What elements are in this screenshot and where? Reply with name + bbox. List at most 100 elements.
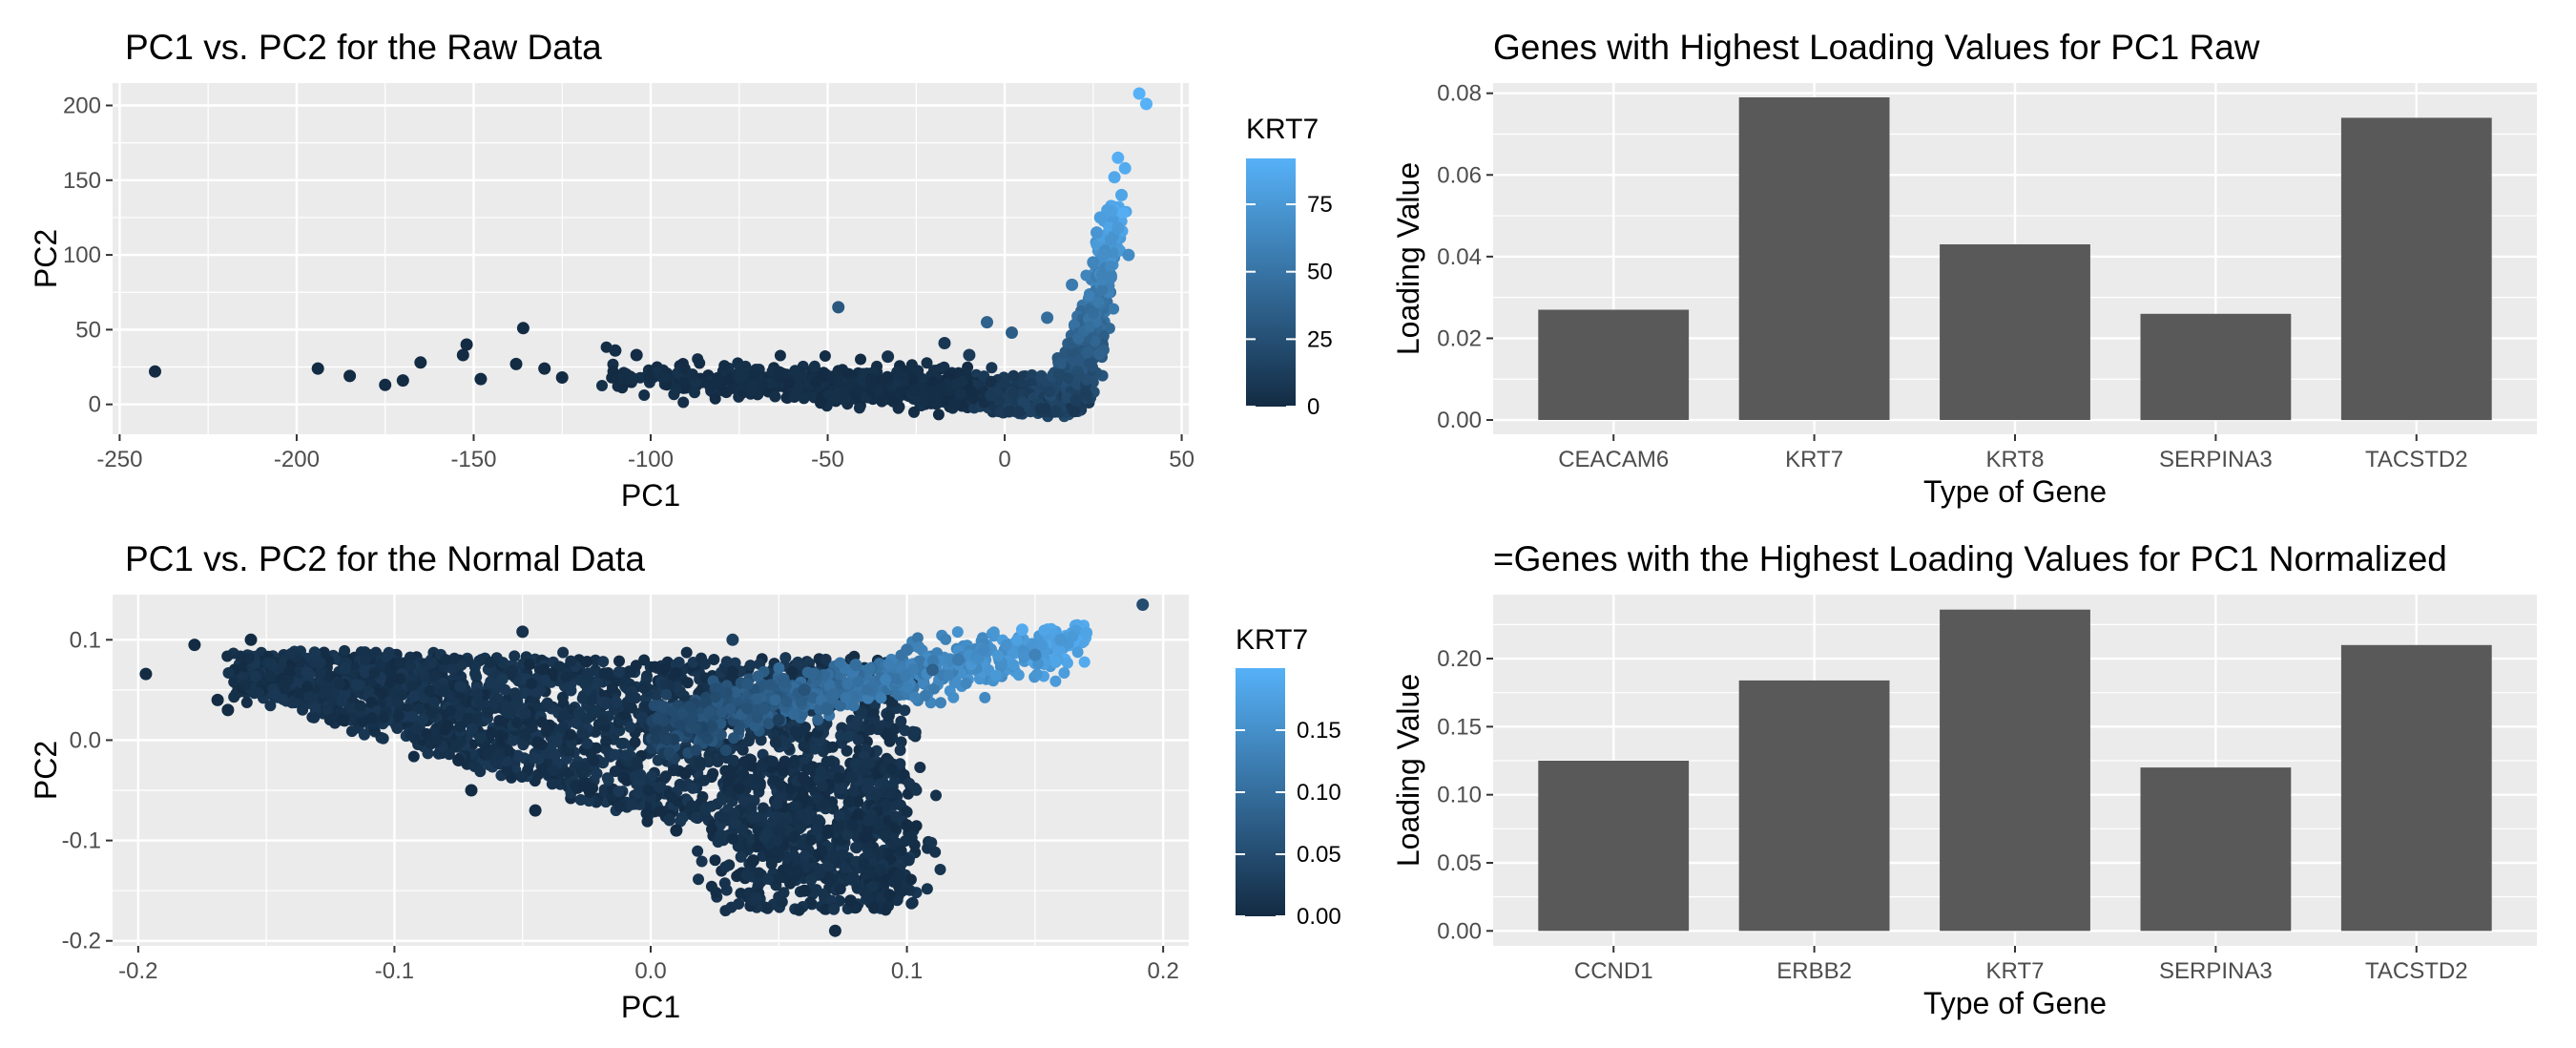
scatter-point: [581, 738, 593, 750]
scatter-point: [780, 696, 793, 708]
legend-title: KRT7: [1246, 114, 1319, 145]
scatter-point: [484, 656, 496, 668]
scatter-point: [734, 371, 745, 384]
scatter-point: [723, 373, 736, 386]
colorbar-tick-label: 0: [1307, 394, 1319, 420]
scatter-point: [354, 700, 366, 712]
scatter-point: [1108, 171, 1121, 184]
scatter-point: [819, 350, 831, 362]
scatter-point: [827, 688, 840, 701]
scatter-point: [883, 659, 895, 671]
scatter-point: [826, 741, 839, 753]
scatter-point: [698, 658, 711, 670]
y-tick-label: 50: [75, 317, 101, 343]
scatter-point: [856, 374, 868, 387]
y-tick-label: 0: [89, 392, 101, 418]
scatter-point: [516, 322, 530, 335]
scatter-point: [536, 716, 549, 728]
x-axis-title: Type of Gene: [1923, 474, 2107, 509]
scatter-point: [613, 786, 625, 798]
scatter-point: [678, 766, 691, 779]
scatter-point: [847, 700, 860, 712]
scatter-point: [947, 691, 960, 703]
scatter-point: [810, 376, 822, 388]
scatter-point: [576, 727, 589, 740]
scatter-point: [769, 736, 781, 748]
scatter-point: [1115, 188, 1128, 201]
scatter-point: [808, 360, 821, 372]
scatter-point: [798, 392, 810, 405]
scatter-point: [894, 744, 906, 756]
bar: [2140, 313, 2292, 421]
scatter-point: [1132, 87, 1146, 100]
scatter-point: [269, 688, 281, 701]
scatter-point: [629, 736, 641, 748]
scatter-point: [1012, 406, 1025, 418]
scatter-point: [421, 727, 432, 740]
x-axis-title: PC1: [621, 478, 680, 513]
scatter-point: [900, 670, 911, 682]
scatter-point: [912, 365, 924, 377]
scatter-point: [660, 688, 673, 701]
scatter-point: [1088, 307, 1100, 320]
scatter-point: [787, 708, 800, 721]
scatter-point: [1053, 368, 1066, 381]
scatter-point: [713, 376, 725, 388]
scatter-point: [578, 780, 591, 792]
scatter-point: [718, 360, 731, 372]
scatter-point: [343, 369, 357, 383]
scatter-point: [948, 397, 960, 409]
bar: [1940, 244, 2090, 420]
scatter-point: [943, 669, 955, 681]
scatter-point: [345, 725, 358, 738]
scatter-point: [1122, 248, 1135, 262]
plot-title: Genes with Highest Loading Values for PC…: [1493, 28, 2260, 67]
scatter-point: [414, 356, 427, 369]
scatter-point: [717, 811, 729, 824]
scatter-point: [741, 702, 753, 715]
y-axis-title: PC2: [29, 229, 63, 288]
scatter-point: [1070, 394, 1082, 407]
scatter-point: [339, 662, 351, 675]
scatter-point: [681, 677, 694, 689]
scatter-point: [1049, 656, 1062, 668]
scatter-point: [1080, 269, 1092, 282]
scatter-point: [658, 663, 671, 676]
scatter-point: [565, 684, 577, 697]
scatter-point: [365, 712, 378, 724]
scatter-point: [758, 702, 770, 715]
scatter-point: [541, 697, 553, 709]
scatter-point: [523, 659, 535, 670]
scatter-point: [249, 670, 261, 682]
scatter-point: [1117, 207, 1130, 220]
scatter-point: [834, 657, 846, 669]
scatter-point: [898, 370, 910, 383]
scatter-point: [805, 668, 818, 681]
scatter-point: [405, 680, 418, 692]
y-tick-label: 0.02: [1437, 325, 1482, 351]
scatter-point: [606, 682, 618, 695]
scatter-point: [609, 748, 621, 761]
bar: [2340, 117, 2492, 421]
scatter-point: [992, 649, 1004, 661]
scatter-point: [590, 706, 602, 719]
scatter-point: [391, 723, 404, 734]
scatter-point: [921, 357, 933, 369]
scatter-point: [1140, 97, 1153, 111]
scatter-point: [149, 365, 161, 378]
scatter-point: [963, 348, 976, 362]
scatter-point: [709, 691, 721, 703]
scatter-point: [440, 654, 452, 666]
scatter-point: [1091, 226, 1103, 240]
scatter-point: [634, 768, 647, 781]
bar: [1738, 97, 1890, 420]
scatter-point: [580, 656, 592, 668]
scatter-point: [600, 735, 613, 747]
scatter-point: [368, 667, 381, 679]
scatter-point: [694, 357, 706, 369]
scatter-point: [684, 701, 696, 713]
scatter-point: [749, 368, 760, 381]
scatter-point: [951, 626, 964, 639]
scatter-point: [769, 390, 781, 403]
